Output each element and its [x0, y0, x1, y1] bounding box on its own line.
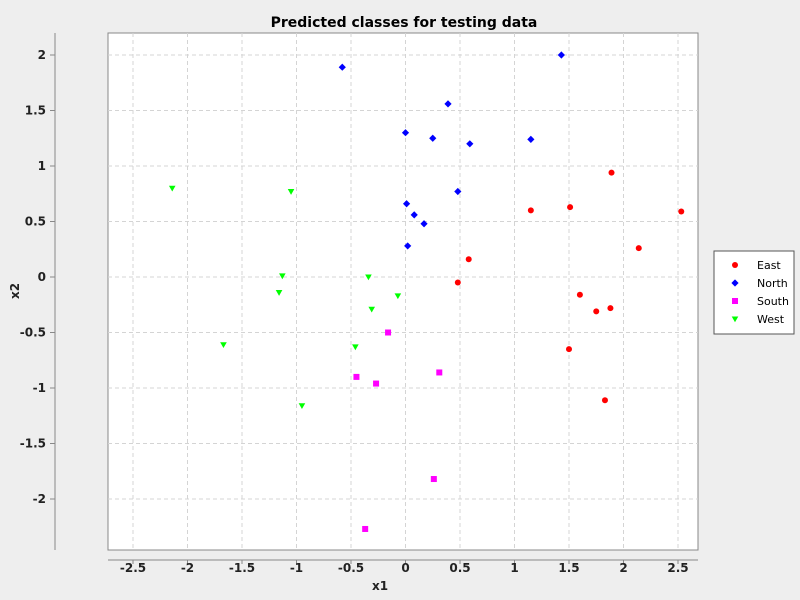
- y-tick-label: -0.5: [20, 326, 46, 340]
- data-point-south: [385, 329, 392, 336]
- data-point-west: [394, 293, 402, 300]
- data-points: [168, 51, 685, 532]
- data-point-north: [429, 134, 437, 142]
- legend-marker-west: [731, 316, 739, 323]
- data-point-north: [404, 242, 412, 250]
- x-tick-label: 2: [619, 561, 627, 575]
- legend-marker-east: [732, 262, 738, 268]
- data-point-north: [527, 135, 535, 143]
- data-point-west: [352, 344, 359, 351]
- data-point-south: [436, 369, 443, 376]
- y-tick-label: 2: [38, 48, 46, 62]
- data-point-north: [410, 211, 418, 219]
- data-point-north: [466, 140, 474, 148]
- data-point-north: [338, 63, 346, 71]
- x-tick-label: 1: [510, 561, 518, 575]
- grid-lines: [108, 33, 698, 550]
- plot-area: [107, 32, 699, 551]
- x-tick-label: -2.5: [120, 561, 146, 575]
- data-point-north: [557, 51, 565, 59]
- y-axis-title: x2: [8, 283, 22, 299]
- y-tick-label: -1: [33, 381, 46, 395]
- legend-marker-south: [732, 298, 738, 304]
- data-point-east: [635, 245, 642, 252]
- x-tick-labels: -2.5 -2 -1.5 -1 -0.5 0 0.5 1 1.5 2 2.5: [120, 560, 689, 575]
- data-point-east: [593, 308, 600, 315]
- data-point-north: [402, 200, 411, 208]
- x-tick-label: 0: [401, 561, 409, 575]
- data-point-south: [362, 525, 369, 532]
- data-point-west: [220, 342, 227, 349]
- x-tick-label: 1.5: [558, 561, 579, 575]
- legend: East North South West: [713, 250, 795, 335]
- chart-title: Predicted classes for testing data: [271, 15, 538, 31]
- legend-label-south: South: [757, 295, 789, 308]
- data-point-east: [576, 291, 583, 298]
- data-point-east: [567, 204, 574, 211]
- data-point-west: [168, 185, 176, 192]
- data-point-south: [373, 380, 380, 387]
- x-tick-label: 0.5: [449, 561, 470, 575]
- x-tick-label: 2.5: [667, 561, 688, 575]
- data-point-south: [430, 476, 437, 483]
- data-point-east: [607, 305, 614, 312]
- legend-label-north: North: [757, 277, 788, 290]
- y-tick-label: 1.5: [25, 104, 46, 118]
- data-point-north: [401, 129, 410, 137]
- legend-marker-north: [731, 279, 739, 287]
- data-point-west: [298, 403, 306, 410]
- y-tick-labels: -2 -1.5 -1 -0.5 0 0.5 1 1.5 2: [20, 48, 55, 506]
- data-point-west: [287, 189, 295, 195]
- data-point-west: [275, 290, 283, 296]
- data-point-west: [279, 273, 286, 280]
- legend-box: [713, 250, 795, 335]
- data-point-east: [601, 397, 608, 404]
- x-tick-label: -0.5: [338, 561, 364, 575]
- data-point-east: [608, 169, 615, 176]
- x-tick-label: -2: [181, 561, 194, 575]
- data-point-west: [365, 274, 372, 281]
- data-point-south: [353, 373, 360, 380]
- y-tick-label: -1.5: [20, 437, 46, 451]
- data-point-north: [454, 187, 462, 196]
- data-point-north: [420, 220, 428, 228]
- legend-label-east: East: [757, 259, 781, 272]
- data-point-west: [368, 306, 376, 313]
- data-point-east: [566, 346, 572, 353]
- data-point-north: [444, 100, 452, 108]
- y-tick-label: 0: [38, 270, 46, 284]
- axes: [54, 33, 698, 561]
- y-tick-label: 1: [38, 159, 46, 173]
- x-tick-label: -1: [290, 561, 303, 575]
- data-point-east: [454, 279, 461, 286]
- data-point-east: [465, 256, 472, 263]
- y-tick-label: 0.5: [25, 215, 46, 229]
- y-tick-label: -2: [33, 492, 46, 506]
- x-axis-title: x1: [372, 579, 388, 593]
- data-point-east: [678, 208, 685, 215]
- legend-label-west: West: [757, 313, 785, 326]
- x-tick-label: -1.5: [229, 561, 255, 575]
- data-point-east: [527, 207, 534, 214]
